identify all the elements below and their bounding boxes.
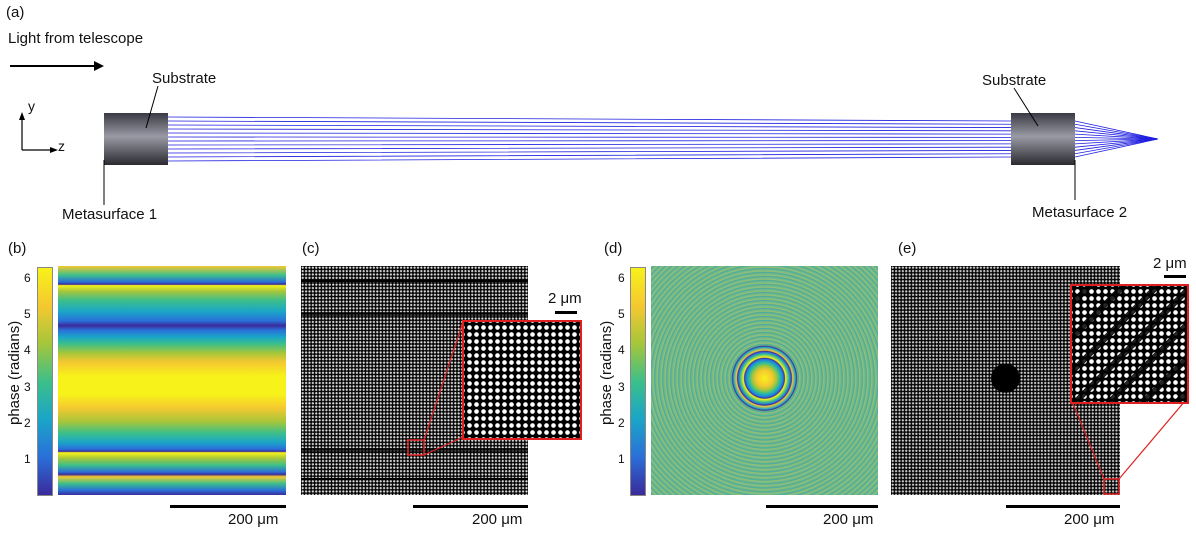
tick: 3	[24, 380, 31, 394]
panel-c-inset-scalebar	[555, 311, 577, 314]
tick: 1	[24, 452, 31, 466]
panel-e-inset-zoom	[1070, 284, 1189, 404]
panel-b-scale-label: 200 μm	[228, 511, 279, 528]
panel-c-tag: (c)	[302, 240, 320, 257]
panel-d-phase-map	[651, 266, 878, 495]
tick: 6	[618, 271, 625, 285]
panel-b-colorbar	[37, 267, 53, 496]
light-source-label: Light from telescope	[8, 30, 144, 47]
panel-e-inset-scalebar	[1164, 275, 1186, 278]
panel-e-tag: (e)	[898, 240, 917, 257]
tick: 1	[618, 452, 625, 466]
panel-e-scalebar	[1006, 505, 1120, 508]
panel-c-inset-scale-label: 2 μm	[548, 290, 582, 307]
panel-e-scale-label: 200 μm	[1064, 511, 1115, 528]
tick: 4	[24, 343, 31, 357]
axis-y-label: y	[28, 98, 35, 114]
panel-b-phase-map	[58, 266, 286, 495]
substrate-2-label: Substrate	[982, 72, 1047, 89]
metasurface-2-label: Metasurface 2	[1032, 204, 1128, 221]
substrate-1	[104, 113, 168, 165]
panel-c-scalebar	[413, 505, 528, 508]
panel-a-tag: (a)	[6, 4, 25, 21]
panel-b-tag: (b)	[8, 240, 27, 257]
light-direction-arrow	[10, 61, 104, 71]
substrate-2-leader	[1013, 87, 1039, 127]
tick: 5	[24, 307, 31, 321]
panel-c-inset-zoom	[462, 320, 582, 440]
panel-d-tag: (d)	[604, 240, 623, 257]
panel-d-colorbar	[630, 267, 646, 496]
tick: 4	[618, 343, 625, 357]
axis-z-label: z	[58, 138, 65, 154]
substrate-2	[1011, 113, 1075, 165]
tick: 2	[618, 416, 625, 430]
substrate-1-label: Substrate	[152, 70, 217, 87]
substrate-1-leader	[145, 85, 159, 129]
tick: 6	[24, 271, 31, 285]
metasurface-1-label: Metasurface 1	[62, 206, 158, 223]
panel-e-inset-scale-label: 2 μm	[1153, 255, 1187, 272]
panel-c-scale-label: 200 μm	[472, 511, 523, 528]
panel-d-scalebar	[766, 505, 878, 508]
tick: 5	[618, 307, 625, 321]
coordinate-axes-icon	[19, 112, 58, 153]
tick: 3	[618, 380, 625, 394]
tick: 2	[24, 416, 31, 430]
panel-d-scale-label: 200 μm	[823, 511, 874, 528]
panel-b-scalebar	[170, 505, 286, 508]
